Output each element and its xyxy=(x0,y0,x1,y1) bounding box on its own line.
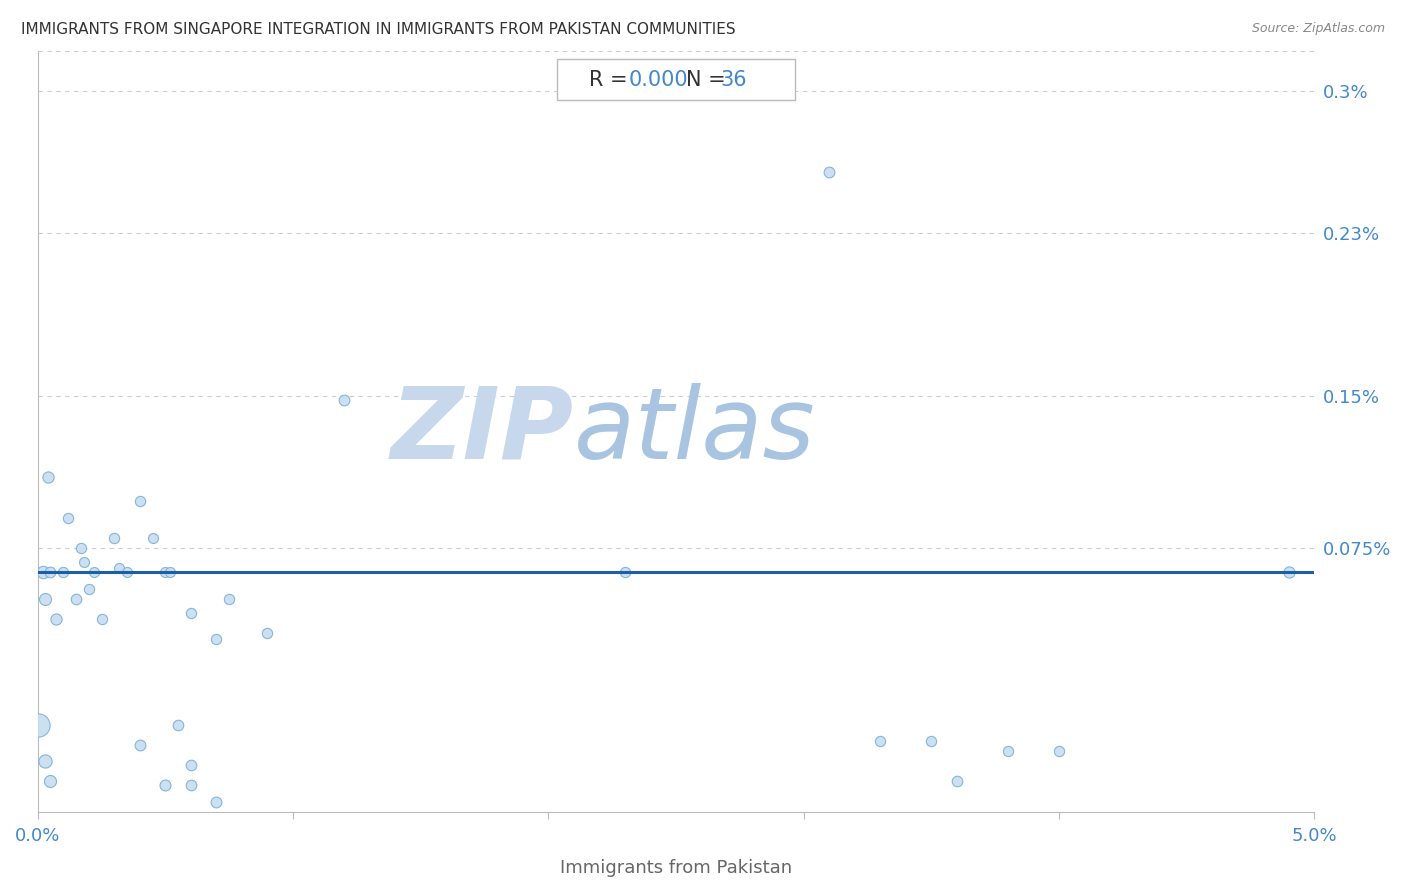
Point xyxy=(205,632,228,647)
Point xyxy=(333,392,356,407)
Point xyxy=(159,566,181,580)
Point xyxy=(108,561,131,575)
Point xyxy=(72,555,94,569)
Point xyxy=(39,566,62,580)
Point xyxy=(180,758,202,772)
Text: atlas: atlas xyxy=(574,383,815,480)
Point xyxy=(1278,566,1301,580)
Text: R =  0.000    N =  36: R = 0.000 N = 36 xyxy=(567,70,785,90)
Point xyxy=(205,795,228,809)
Point xyxy=(920,733,942,747)
Point xyxy=(77,582,100,596)
Point xyxy=(818,165,841,179)
Point xyxy=(83,566,105,580)
Point xyxy=(180,779,202,793)
Point xyxy=(52,566,75,580)
Point xyxy=(34,591,56,606)
Text: IMMIGRANTS FROM SINGAPORE INTEGRATION IN IMMIGRANTS FROM PAKISTAN COMMUNITIES: IMMIGRANTS FROM SINGAPORE INTEGRATION IN… xyxy=(21,22,735,37)
Point xyxy=(613,566,636,580)
Point xyxy=(37,470,59,484)
Text: 0.000: 0.000 xyxy=(628,70,689,90)
Point xyxy=(946,774,969,789)
Point xyxy=(155,566,177,580)
Point xyxy=(128,738,150,752)
Point xyxy=(997,744,1019,758)
Text: ZIP: ZIP xyxy=(391,383,574,480)
Point xyxy=(70,541,93,555)
X-axis label: Immigrants from Pakistan: Immigrants from Pakistan xyxy=(560,859,792,877)
Point xyxy=(103,531,125,545)
Point xyxy=(27,717,49,731)
Point xyxy=(115,566,138,580)
Point xyxy=(31,566,53,580)
Text: Source: ZipAtlas.com: Source: ZipAtlas.com xyxy=(1251,22,1385,36)
Point xyxy=(65,591,87,606)
Text: 36: 36 xyxy=(721,70,748,90)
Point xyxy=(869,733,891,747)
Point xyxy=(256,626,278,640)
Point xyxy=(218,591,240,606)
Point xyxy=(167,717,190,731)
Point xyxy=(34,754,56,768)
Point xyxy=(155,779,177,793)
Point xyxy=(142,531,165,545)
Text: R =: R = xyxy=(589,70,634,90)
Point xyxy=(90,612,112,626)
Text: N =: N = xyxy=(686,70,733,90)
Point xyxy=(180,606,202,620)
Point xyxy=(39,774,62,789)
Point xyxy=(1047,744,1070,758)
Point xyxy=(45,612,67,626)
Point xyxy=(128,494,150,508)
Point xyxy=(58,510,80,524)
